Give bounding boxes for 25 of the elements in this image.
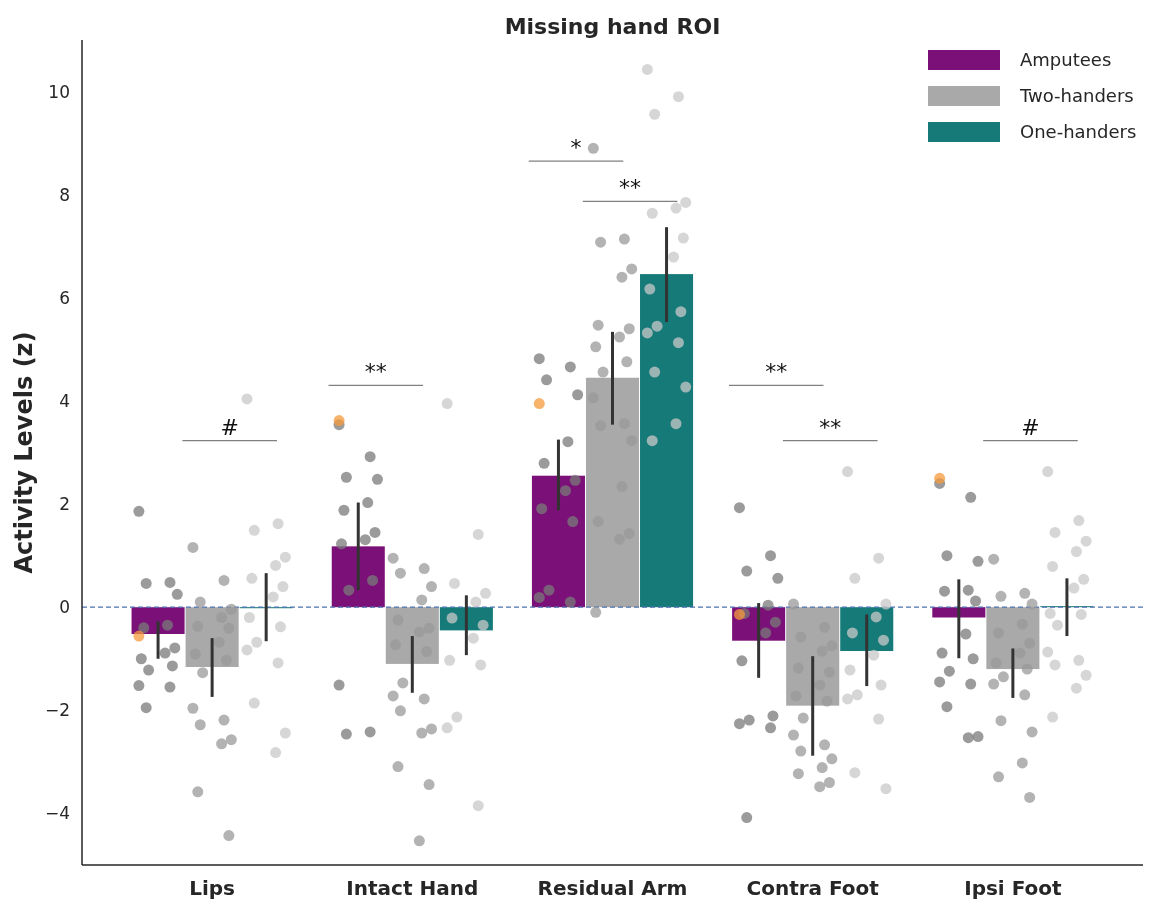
- y-tick-label: 10: [48, 81, 70, 102]
- x-tick-label: Ipsi Foot: [964, 876, 1062, 900]
- y-tick-label: 4: [59, 390, 70, 411]
- legend-label: Amputees: [1020, 49, 1112, 70]
- annotation: **: [619, 175, 642, 201]
- y-tick-label: 8: [59, 184, 70, 205]
- x-tick-label: Intact Hand: [346, 876, 479, 900]
- y-tick-label: 0: [59, 597, 70, 618]
- annotation: #: [220, 414, 239, 440]
- annotation: **: [819, 414, 842, 440]
- chart-title: Missing hand ROI: [504, 14, 721, 39]
- x-tick-label: Contra Foot: [746, 876, 880, 900]
- annotation: **: [364, 359, 387, 385]
- x-tick-label: Residual Arm: [537, 876, 688, 900]
- annotation: #: [1021, 414, 1040, 440]
- legend-label: Two-handers: [1019, 85, 1134, 106]
- x-tick-label: Lips: [189, 876, 236, 900]
- legend-label: One-handers: [1020, 121, 1137, 142]
- y-tick-label: 6: [59, 287, 70, 308]
- y-tick-label: −2: [44, 700, 70, 721]
- annotation: *: [570, 135, 582, 161]
- y-axis-title: Activity Levels (z): [10, 331, 38, 574]
- y-tick-label: 2: [59, 494, 70, 515]
- y-tick-label: −4: [44, 803, 70, 824]
- annotation: **: [765, 359, 788, 385]
